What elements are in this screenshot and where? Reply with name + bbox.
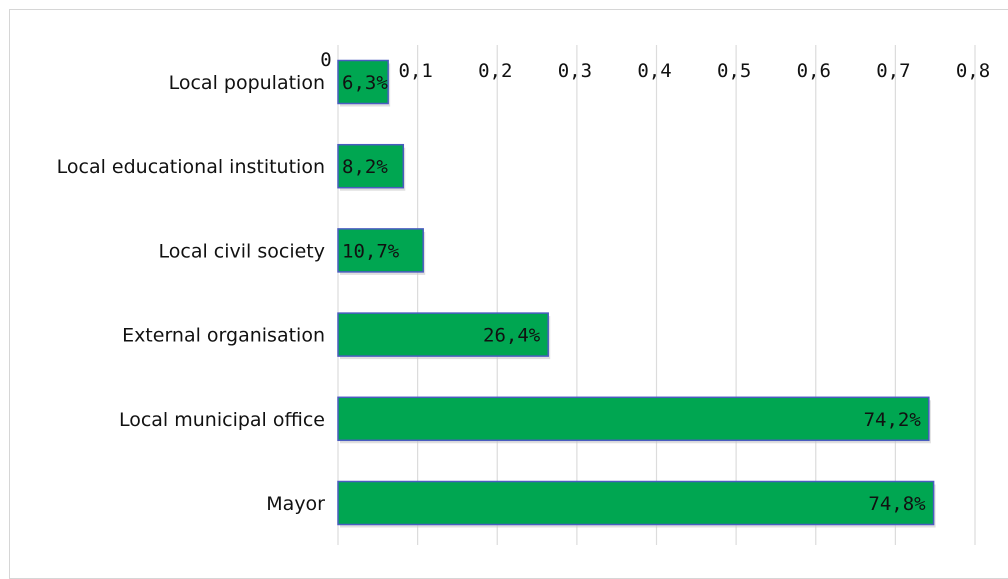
grid-lines bbox=[337, 45, 976, 545]
data-label: 8,2% bbox=[342, 156, 388, 178]
data-label: 26,4% bbox=[483, 325, 541, 347]
category-label: Local educational institution bbox=[57, 156, 325, 178]
bars bbox=[337, 59, 936, 528]
category-label: Local population bbox=[169, 72, 325, 94]
x-tick-label: 0 bbox=[320, 49, 331, 71]
data-label: 6,3% bbox=[342, 72, 388, 94]
bar bbox=[337, 143, 405, 189]
bar bbox=[337, 228, 424, 273]
x-tick-label: 0,3 bbox=[558, 60, 592, 82]
x-axis-ticks: 0 0,1 0,2 0,3 0,4 0,5 0,6 0,7 0,8 bbox=[320, 49, 990, 82]
data-label: 74,2% bbox=[864, 409, 922, 431]
bar bbox=[337, 480, 935, 526]
category-label: External organisation bbox=[122, 325, 325, 347]
x-tick-label: 0,1 bbox=[398, 60, 432, 82]
data-label: 74,8% bbox=[868, 493, 926, 515]
bar bbox=[337, 396, 930, 442]
category-label: Mayor bbox=[266, 493, 325, 515]
x-tick-label: 0,8 bbox=[956, 60, 990, 82]
x-tick-label: 0,2 bbox=[478, 60, 512, 82]
x-tick-label: 0,5 bbox=[717, 60, 751, 82]
x-tick-label: 0,7 bbox=[876, 60, 910, 82]
x-tick-label: 0,4 bbox=[637, 60, 671, 82]
data-label: 10,7% bbox=[342, 240, 400, 262]
bar bbox=[337, 59, 389, 105]
category-label: Local civil society bbox=[159, 240, 325, 262]
x-tick-label: 0,6 bbox=[797, 60, 831, 82]
category-labels: Local population Local educational instit… bbox=[57, 72, 326, 515]
category-label: Local municipal office bbox=[119, 409, 325, 431]
bar bbox=[337, 312, 549, 357]
bar-chart: 0 0,1 0,2 0,3 0,4 0,5 0,6 0,7 0,8 Local populati… bbox=[57, 45, 990, 545]
data-labels: 6,3% 8,2% 10,7% 26,4% 74,2% 74,8% bbox=[342, 72, 926, 515]
